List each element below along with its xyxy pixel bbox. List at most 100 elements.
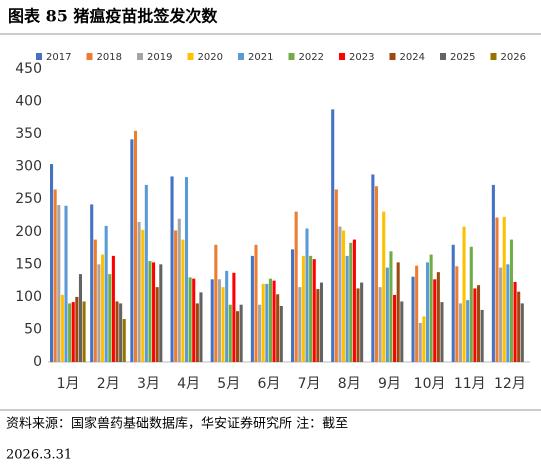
bar xyxy=(71,302,75,362)
bar xyxy=(60,294,64,362)
legend-swatch xyxy=(339,53,345,60)
bar xyxy=(265,283,269,362)
bar xyxy=(159,264,163,362)
bar xyxy=(82,301,86,362)
bar xyxy=(520,303,524,362)
bar xyxy=(517,291,521,362)
bar xyxy=(480,309,484,362)
legend-label: 2021 xyxy=(248,52,273,63)
bar xyxy=(250,255,254,362)
bar xyxy=(338,226,342,362)
bar xyxy=(466,300,470,362)
legend-swatch xyxy=(440,53,446,60)
bar xyxy=(111,255,115,362)
legend-swatch xyxy=(389,53,396,60)
x-tick-label: 12月 xyxy=(494,376,526,392)
y-tick-label: 100 xyxy=(15,289,42,305)
bar xyxy=(53,189,57,362)
legend-swatch xyxy=(36,53,42,60)
bar xyxy=(268,278,272,362)
bar xyxy=(97,264,101,362)
bar xyxy=(235,311,240,362)
bar xyxy=(309,255,313,362)
bar xyxy=(301,255,305,362)
bar xyxy=(90,204,94,362)
source: 资料来源：国家兽药基础数据库，华安证券研究所 注：截至 xyxy=(6,416,348,432)
legend-swatch xyxy=(187,53,194,60)
bar xyxy=(502,216,506,362)
legend-label: 2023 xyxy=(349,52,374,63)
bar xyxy=(144,184,148,362)
legend-swatch xyxy=(490,53,497,60)
y-tick-label: 300 xyxy=(15,159,42,175)
bar xyxy=(451,244,455,362)
bar xyxy=(119,303,123,362)
bar xyxy=(393,294,397,362)
bar xyxy=(195,303,199,362)
bar xyxy=(221,287,225,362)
legend-swatch xyxy=(86,53,93,60)
bar xyxy=(360,282,364,362)
bar xyxy=(232,272,236,362)
date: 2026.3.31 xyxy=(6,448,72,463)
bar xyxy=(305,228,309,362)
bar xyxy=(455,266,459,362)
bar xyxy=(385,267,389,362)
bar xyxy=(130,139,134,362)
legend-label: 2018 xyxy=(97,52,122,63)
bar xyxy=(331,109,335,362)
bar xyxy=(141,229,145,362)
legend-label: 2019 xyxy=(147,52,172,63)
bar xyxy=(429,254,433,362)
bar xyxy=(469,246,473,362)
bar xyxy=(342,230,346,362)
legend-label: 2020 xyxy=(198,52,223,63)
y-tick-label: 50 xyxy=(24,321,42,337)
bar xyxy=(217,279,221,362)
bar xyxy=(458,303,462,362)
bar xyxy=(64,205,68,362)
bar xyxy=(254,244,258,362)
y-tick-label: 250 xyxy=(15,191,42,207)
bar xyxy=(506,264,510,362)
bar xyxy=(425,262,430,362)
bar xyxy=(411,276,415,362)
bar xyxy=(294,211,298,362)
bar xyxy=(345,255,349,362)
legend-label: 2026 xyxy=(501,52,526,63)
bar xyxy=(155,287,159,362)
bar xyxy=(239,304,243,362)
bar xyxy=(476,285,481,362)
bar xyxy=(93,239,97,362)
legend-label: 2022 xyxy=(299,52,324,63)
bar xyxy=(440,302,444,362)
bar xyxy=(115,301,119,362)
bar xyxy=(177,218,181,362)
bar xyxy=(298,287,302,362)
legend-label: 2025 xyxy=(450,52,475,63)
x-tick-label: 11月 xyxy=(454,376,486,392)
x-tick-label: 8月 xyxy=(338,376,361,392)
bar xyxy=(513,281,517,362)
bar xyxy=(174,230,178,362)
bar xyxy=(122,319,126,362)
x-tick-label: 3月 xyxy=(137,376,160,392)
x-tick-label: 7月 xyxy=(298,376,321,392)
bar xyxy=(228,304,232,362)
bar xyxy=(415,265,419,362)
bar xyxy=(356,288,360,362)
bar xyxy=(57,205,61,362)
x-tick-label: 9月 xyxy=(378,376,401,392)
bar xyxy=(509,239,513,362)
bar xyxy=(334,189,338,362)
bar xyxy=(382,211,386,362)
bar xyxy=(378,287,382,362)
bar xyxy=(349,242,353,362)
x-tick-label: 2月 xyxy=(97,376,120,392)
legend-swatch xyxy=(288,53,295,60)
bar xyxy=(433,279,437,362)
bar xyxy=(137,222,141,362)
bar xyxy=(319,282,324,362)
y-tick-label: 350 xyxy=(15,126,42,142)
